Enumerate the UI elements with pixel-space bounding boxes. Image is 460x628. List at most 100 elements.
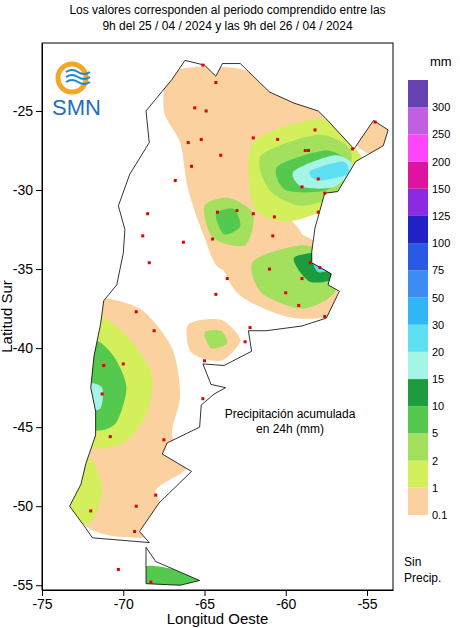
logo-wave	[66, 80, 90, 84]
y-tick: -40	[13, 340, 42, 356]
station	[148, 261, 151, 264]
station	[200, 138, 203, 141]
station	[236, 209, 239, 212]
colorbar-band	[408, 325, 428, 352]
colorbar-band	[408, 243, 428, 270]
station	[214, 81, 217, 84]
annotation: Precipitación acumulada	[225, 407, 356, 421]
station	[219, 154, 222, 157]
country-fill	[70, 60, 389, 585]
x-axis-title: Longitud Oeste	[167, 610, 269, 627]
y-tick: -30	[13, 182, 42, 198]
y-tick-label: -35	[13, 261, 33, 277]
station	[252, 136, 255, 139]
colorbar-label: 1	[432, 482, 438, 494]
precip-area	[248, 119, 367, 222]
colorbar-label: 50	[432, 292, 444, 304]
precip-area	[186, 319, 240, 361]
colorbar-band	[408, 379, 428, 406]
y-tick: -55	[13, 577, 42, 593]
colorbar-band	[408, 134, 428, 161]
station	[309, 261, 312, 264]
station	[216, 211, 219, 214]
station	[297, 304, 300, 307]
x-tick: -65	[195, 590, 215, 612]
station	[162, 438, 165, 441]
annotation: en 24h (mm)	[256, 422, 324, 436]
station	[201, 397, 204, 400]
colorbar-band	[408, 80, 428, 107]
station	[276, 138, 279, 141]
station	[182, 241, 185, 244]
colorbar-label: 250	[432, 128, 450, 140]
country-border	[70, 60, 389, 585]
plot-area	[42, 43, 393, 590]
y-tick: -35	[13, 261, 42, 277]
station	[214, 293, 217, 296]
station	[284, 291, 287, 294]
logo-wave	[66, 75, 90, 79]
station	[187, 141, 190, 144]
title: 9h del 25 / 04 / 2024 y las 9h del 26 / …	[102, 19, 353, 33]
y-tick-label: -55	[13, 577, 33, 593]
precip-area	[66, 457, 102, 526]
station	[252, 212, 255, 215]
x-tick: -60	[276, 590, 296, 612]
no-precip-label: Precip.	[404, 571, 441, 585]
station	[101, 392, 104, 395]
x-tick-label: -70	[114, 596, 134, 612]
x-tick: -70	[114, 590, 134, 612]
colorbar-label: 150	[432, 183, 450, 195]
colorbar-label: 15	[432, 373, 444, 385]
y-axis-line	[42, 44, 43, 591]
x-tick-label: -75	[32, 596, 52, 612]
logo-text: SMN	[52, 95, 101, 120]
y-tick-mark	[36, 348, 42, 349]
colorbar-label: 20	[432, 346, 444, 358]
station	[317, 211, 320, 214]
no-precip-label: Sin	[404, 555, 421, 569]
stations	[89, 64, 376, 584]
station	[318, 266, 321, 269]
precip-area	[86, 340, 127, 431]
colorbar: 0.1125101520305075100125150200250300mmSi…	[404, 54, 452, 585]
logo: SMN	[52, 64, 101, 120]
y-tick-label: -25	[13, 103, 33, 119]
y-tick-mark	[36, 190, 42, 191]
station	[133, 530, 136, 533]
station	[226, 277, 229, 280]
colorbar-band	[408, 298, 428, 325]
y-tick-label: -30	[13, 182, 33, 198]
precip-area	[80, 316, 152, 449]
colorbar-band	[408, 352, 428, 379]
y-tick-mark	[36, 269, 42, 270]
station	[193, 106, 196, 109]
station	[89, 509, 92, 512]
station	[301, 277, 304, 280]
precip-area	[216, 209, 241, 235]
station	[149, 581, 152, 584]
station	[244, 340, 247, 343]
precip-area	[309, 162, 349, 181]
precip-area	[293, 155, 354, 188]
precip-area	[85, 383, 103, 410]
y-tick-mark	[36, 111, 42, 112]
station	[190, 165, 193, 168]
y-tick-mark	[36, 427, 42, 428]
station	[109, 435, 112, 438]
title: Los valores corresponden al periodo comp…	[69, 3, 385, 17]
colorbar-label: 200	[432, 156, 450, 168]
station	[304, 149, 307, 152]
x-tick: -75	[32, 590, 52, 612]
chart: Los valores corresponden al periodo comp…	[0, 0, 460, 628]
precip-area	[204, 198, 254, 247]
x-tick-label: -60	[276, 596, 296, 612]
colorbar-band	[408, 488, 428, 515]
station	[273, 215, 276, 218]
y-tick-label: -40	[13, 340, 33, 356]
station	[205, 109, 208, 112]
y-tick-label: -45	[13, 419, 33, 435]
colorbar-label: 100	[432, 237, 450, 249]
x-tick: -55	[357, 590, 377, 612]
station	[323, 192, 326, 195]
